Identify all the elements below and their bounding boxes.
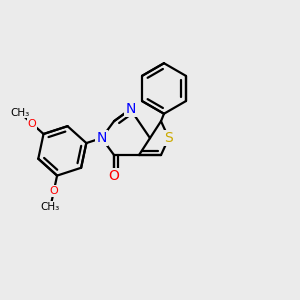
Text: O: O <box>28 119 36 129</box>
Text: CH₃: CH₃ <box>10 108 29 118</box>
Text: S: S <box>164 131 173 145</box>
Text: O: O <box>50 186 58 196</box>
Text: N: N <box>125 102 136 116</box>
Text: N: N <box>96 131 107 145</box>
Text: CH₃: CH₃ <box>41 202 60 212</box>
Text: O: O <box>109 169 119 183</box>
